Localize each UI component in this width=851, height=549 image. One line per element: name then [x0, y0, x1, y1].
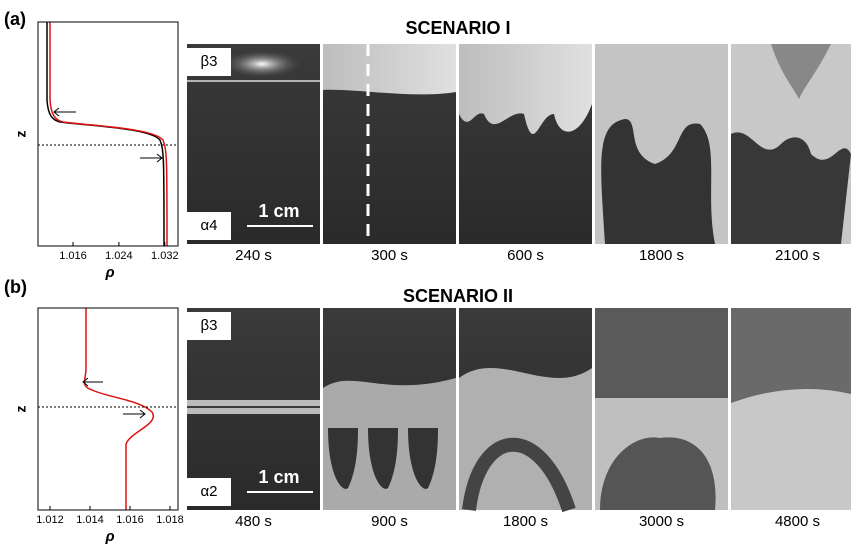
glow [222, 50, 302, 78]
scenario-title: SCENARIO I [405, 18, 510, 38]
time-label: 300 s [371, 247, 408, 264]
time-label: 4800 s [775, 513, 820, 530]
x-tick-label: 1.014 [76, 514, 104, 526]
x-axis-label: ρ [104, 264, 114, 281]
dark-top [731, 308, 851, 403]
photo-frame [323, 308, 456, 510]
plot-frame [38, 22, 178, 246]
dark-top [595, 308, 728, 398]
scale-bar-label: 1 cm [258, 467, 299, 487]
scale-bar-label: 1 cm [258, 201, 299, 221]
x-tick-label: 1.016 [116, 514, 144, 526]
photo-frame [595, 44, 728, 244]
photo-frame [323, 44, 456, 244]
photo-frame [731, 308, 851, 510]
y-axis-label: z [13, 131, 29, 138]
time-label: 1800 s [503, 513, 548, 530]
photo-frame [731, 44, 851, 244]
x-tick-label: 1.018 [156, 514, 184, 526]
time-label: 2100 s [775, 247, 820, 264]
photo-frame [595, 308, 728, 510]
panel-label: (b) [4, 277, 27, 297]
figure: (a) SCENARIO I 1.016 1.024 1.032 z ρ 240 s 300 s… [0, 0, 851, 544]
y-axis-label: z [13, 406, 29, 413]
time-label: 600 s [507, 247, 544, 264]
x-tick-label: 1.024 [105, 250, 133, 262]
light-layer [323, 44, 456, 94]
layer-label: α4 [200, 217, 217, 234]
x-axis-label: ρ [104, 528, 114, 544]
x-tick-label: 1.032 [151, 250, 179, 262]
photo-frame [459, 308, 592, 510]
plot-frame [38, 308, 178, 510]
panel-label: (a) [4, 9, 26, 29]
time-label: 480 s [235, 513, 272, 530]
scenario-title: SCENARIO II [403, 286, 513, 306]
layer-label: α2 [200, 483, 217, 500]
photo-frame [459, 44, 592, 244]
time-label: 240 s [235, 247, 272, 264]
time-label: 900 s [371, 513, 408, 530]
time-label: 3000 s [639, 513, 684, 530]
time-label: 1800 s [639, 247, 684, 264]
x-tick-label: 1.016 [59, 250, 87, 262]
x-tick-label: 1.012 [36, 514, 64, 526]
layer-label: β3 [201, 317, 218, 334]
layer-label: β3 [201, 53, 218, 70]
